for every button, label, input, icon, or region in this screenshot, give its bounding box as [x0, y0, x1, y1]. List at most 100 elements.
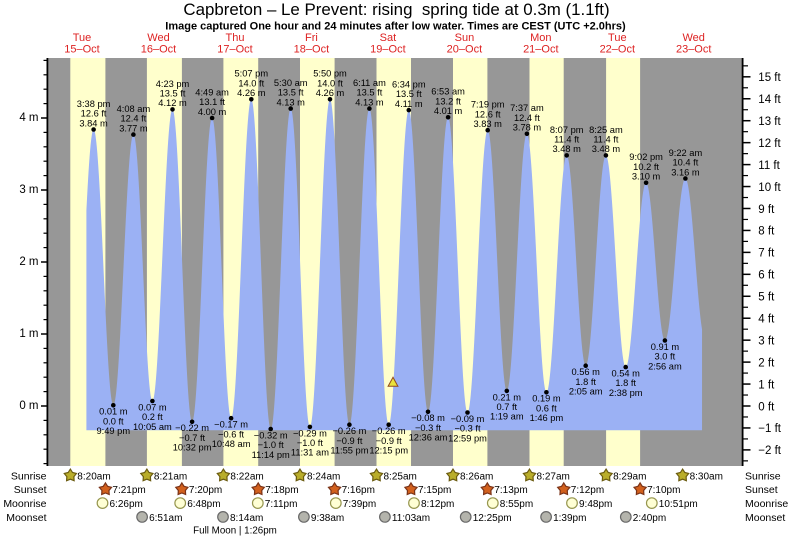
svg-text:8:20am: 8:20am	[77, 471, 110, 482]
svg-text:7:15pm: 7:15pm	[418, 485, 451, 496]
svg-text:−1.0 ft: −1.0 ft	[258, 440, 285, 450]
svg-text:7:39pm: 7:39pm	[343, 499, 376, 510]
svg-text:−0.09 m: −0.09 m	[451, 414, 485, 424]
svg-text:6:26pm: 6:26pm	[110, 499, 143, 510]
svg-text:−1.0 ft: −1.0 ft	[297, 438, 324, 448]
svg-text:8:14am: 8:14am	[230, 513, 263, 524]
svg-text:7:37 am: 7:37 am	[510, 103, 544, 113]
svg-text:2 ft: 2 ft	[758, 357, 775, 369]
svg-text:3.10 m: 3.10 m	[632, 172, 661, 182]
svg-text:2 m: 2 m	[19, 256, 38, 268]
svg-text:5 ft: 5 ft	[758, 292, 775, 304]
svg-text:13.5 ft: 13.5 ft	[396, 89, 422, 99]
svg-text:12.6 ft: 12.6 ft	[475, 109, 501, 119]
svg-text:4:23 pm: 4:23 pm	[156, 79, 190, 89]
svg-text:4 ft: 4 ft	[758, 314, 775, 326]
svg-text:3 m: 3 m	[19, 184, 38, 196]
svg-text:Wed: Wed	[682, 32, 704, 44]
svg-text:7:11pm: 7:11pm	[265, 499, 298, 510]
svg-text:9:22 am: 9:22 am	[669, 148, 703, 158]
svg-text:11:03am: 11:03am	[392, 513, 430, 524]
svg-text:7:19 pm: 7:19 pm	[471, 100, 505, 110]
svg-text:4.26 m: 4.26 m	[237, 88, 266, 98]
svg-text:14.0 ft: 14.0 ft	[317, 78, 343, 88]
svg-text:−1 ft: −1 ft	[758, 423, 782, 435]
svg-text:8:22am: 8:22am	[230, 471, 263, 482]
svg-text:6:48pm: 6:48pm	[187, 499, 220, 510]
svg-text:8:30am: 8:30am	[690, 471, 723, 482]
svg-text:Capbreton – Le Prevent: rising: Capbreton – Le Prevent: rising spring ti…	[183, 0, 609, 19]
svg-text:8:21am: 8:21am	[154, 471, 187, 482]
svg-text:8:25am: 8:25am	[384, 471, 417, 482]
svg-text:9:49 pm: 9:49 pm	[97, 426, 131, 436]
svg-text:7:13pm: 7:13pm	[494, 485, 527, 496]
svg-text:Wed: Wed	[147, 32, 169, 44]
svg-text:4.11 m: 4.11 m	[395, 99, 423, 109]
svg-text:23–Oct: 23–Oct	[676, 43, 711, 55]
svg-text:0.56 m: 0.56 m	[571, 367, 600, 377]
svg-text:15–Oct: 15–Oct	[64, 43, 99, 55]
svg-text:14 ft: 14 ft	[758, 94, 781, 106]
svg-text:11 ft: 11 ft	[758, 160, 780, 172]
svg-text:11:31 am: 11:31 am	[291, 448, 329, 458]
svg-text:−0.9 ft: −0.9 ft	[376, 436, 403, 446]
svg-text:11:55 pm: 11:55 pm	[330, 446, 368, 456]
svg-text:7:10pm: 7:10pm	[647, 485, 680, 496]
svg-text:3.77 m: 3.77 m	[119, 123, 148, 133]
svg-text:20–Oct: 20–Oct	[447, 43, 482, 55]
svg-text:−0.29 m: −0.29 m	[293, 428, 327, 438]
svg-text:3 ft: 3 ft	[758, 336, 775, 348]
svg-text:Sunrise: Sunrise	[745, 470, 781, 482]
svg-text:0 ft: 0 ft	[758, 401, 775, 413]
svg-text:−2 ft: −2 ft	[758, 445, 782, 457]
svg-text:8:12pm: 8:12pm	[421, 499, 454, 510]
svg-text:6:51am: 6:51am	[149, 513, 182, 524]
svg-text:−0.08 m: −0.08 m	[411, 413, 445, 423]
svg-text:Tue: Tue	[73, 32, 92, 44]
svg-text:Image captured One hour and 24: Image captured One hour and 24 minutes a…	[165, 20, 626, 32]
svg-text:−0.3 ft: −0.3 ft	[415, 423, 442, 433]
svg-text:6:34 pm: 6:34 pm	[392, 80, 426, 90]
svg-text:13 ft: 13 ft	[758, 116, 781, 128]
svg-text:Moonset: Moonset	[745, 512, 785, 524]
svg-text:Sun: Sun	[455, 32, 475, 44]
svg-text:5:30 am: 5:30 am	[274, 78, 308, 88]
svg-text:Sat: Sat	[380, 32, 397, 44]
svg-text:7:18pm: 7:18pm	[265, 485, 298, 496]
svg-text:0 m: 0 m	[19, 400, 38, 412]
svg-text:9 ft: 9 ft	[758, 204, 775, 216]
svg-text:8:27am: 8:27am	[537, 471, 570, 482]
svg-text:4.12 m: 4.12 m	[158, 98, 187, 108]
svg-text:12.4 ft: 12.4 ft	[120, 114, 146, 124]
svg-text:12:25pm: 12:25pm	[473, 513, 512, 524]
svg-text:19–Oct: 19–Oct	[370, 43, 405, 55]
svg-text:Sunset: Sunset	[745, 484, 778, 496]
svg-text:0.91 m: 0.91 m	[651, 342, 680, 352]
svg-text:3.48 m: 3.48 m	[592, 144, 621, 154]
svg-text:0.21 m: 0.21 m	[493, 392, 522, 402]
svg-text:Thu: Thu	[226, 32, 245, 44]
svg-text:2:40pm: 2:40pm	[633, 513, 666, 524]
svg-text:0.7 ft: 0.7 ft	[496, 402, 517, 412]
svg-text:2:38 pm: 2:38 pm	[609, 388, 643, 398]
svg-text:5:07 pm: 5:07 pm	[235, 69, 269, 79]
svg-text:3.16 m: 3.16 m	[671, 167, 700, 177]
svg-text:18–Oct: 18–Oct	[294, 43, 329, 55]
svg-text:13.2 ft: 13.2 ft	[435, 96, 461, 106]
svg-text:1.8 ft: 1.8 ft	[615, 378, 636, 388]
svg-text:12:15 pm: 12:15 pm	[369, 446, 408, 456]
svg-text:11.4 ft: 11.4 ft	[593, 135, 619, 145]
svg-text:Moonset: Moonset	[6, 512, 46, 524]
svg-text:−0.6 ft: −0.6 ft	[218, 429, 245, 439]
svg-text:11.4 ft: 11.4 ft	[554, 135, 580, 145]
svg-text:Sunset: Sunset	[14, 484, 47, 496]
svg-text:8:55pm: 8:55pm	[500, 499, 533, 510]
svg-text:−0.3 ft: −0.3 ft	[454, 424, 481, 434]
svg-text:12.4 ft: 12.4 ft	[514, 113, 540, 123]
svg-text:4.00 m: 4.00 m	[198, 107, 227, 117]
svg-text:14.0 ft: 14.0 ft	[238, 78, 264, 88]
svg-text:8:07 pm: 8:07 pm	[550, 125, 584, 135]
svg-text:13.5 ft: 13.5 ft	[356, 88, 382, 98]
svg-text:12:36 am: 12:36 am	[409, 433, 448, 443]
svg-text:8:24am: 8:24am	[307, 471, 340, 482]
